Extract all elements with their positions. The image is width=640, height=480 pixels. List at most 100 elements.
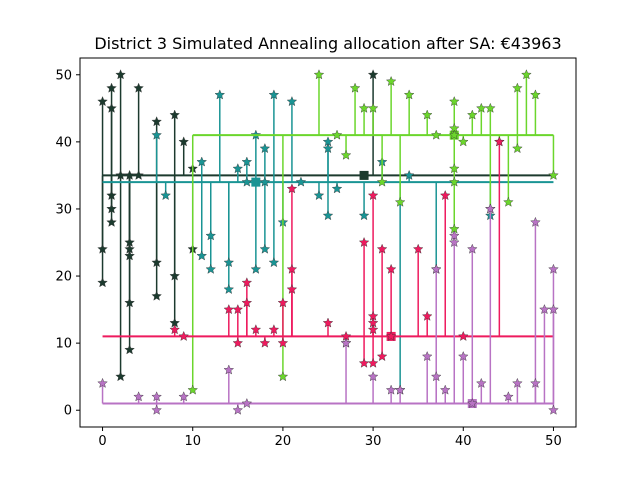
x-tick-label: 40 [455, 434, 472, 449]
data-point [376, 243, 388, 254]
data-point [268, 324, 280, 335]
data-point [412, 243, 424, 254]
data-point [512, 143, 523, 154]
data-point [259, 337, 271, 348]
data-point [241, 156, 253, 167]
data-point [151, 116, 162, 127]
data-point [530, 216, 541, 227]
data-point [485, 102, 496, 113]
data-point [106, 190, 117, 201]
data-point [241, 277, 253, 288]
data-point [421, 351, 433, 362]
data-point [115, 69, 126, 80]
x-tick-label: 30 [365, 434, 382, 449]
data-point [259, 176, 271, 187]
data-point [106, 203, 117, 214]
data-point [448, 176, 460, 187]
data-point [232, 337, 244, 348]
series-3 [187, 69, 559, 395]
data-point [115, 169, 126, 180]
data-point [124, 297, 135, 308]
data-point [223, 283, 235, 294]
data-point [196, 250, 208, 261]
data-point [548, 404, 559, 415]
data-point [548, 263, 559, 274]
data-point [476, 377, 487, 388]
data-point [394, 196, 406, 207]
data-point [322, 210, 334, 221]
y-tick-label: 20 [55, 270, 72, 285]
data-point [133, 169, 144, 180]
data-point [286, 283, 298, 294]
data-point [403, 169, 415, 180]
data-point [358, 357, 370, 368]
data-point [385, 384, 397, 395]
data-point [503, 391, 514, 402]
data-point [241, 297, 253, 308]
chart-title: District 3 Simulated Annealing allocatio… [94, 34, 561, 53]
data-point [331, 183, 343, 194]
data-point [476, 102, 487, 113]
data-point [421, 310, 433, 321]
data-point [340, 337, 352, 348]
data-point [385, 330, 397, 341]
data-point [548, 169, 559, 180]
y-tick-label: 50 [55, 68, 72, 83]
data-point [115, 371, 126, 382]
data-point [232, 404, 244, 415]
data-point [494, 136, 505, 147]
data-point [467, 397, 478, 408]
data-point [448, 236, 460, 247]
y-axis: 0 10 20 30 40 50 [55, 68, 80, 419]
data-point [385, 75, 397, 86]
data-point [250, 263, 262, 274]
data-point [124, 169, 135, 180]
data-point [169, 270, 180, 281]
data-point [151, 290, 162, 301]
data-point [124, 250, 135, 261]
data-point [367, 357, 379, 368]
x-tick-label: 20 [275, 434, 292, 449]
x-tick-label: 50 [545, 434, 562, 449]
data-point [277, 297, 289, 308]
data-point [133, 391, 144, 402]
hub-marker [251, 177, 261, 187]
data-point [430, 371, 442, 382]
data-point [259, 143, 271, 154]
data-point [358, 102, 370, 113]
x-tick-label: 10 [184, 434, 201, 449]
data-point [106, 216, 117, 227]
data-point [403, 89, 415, 100]
data-point [268, 257, 280, 268]
data-point [106, 82, 117, 93]
data-point [259, 243, 271, 254]
data-point [548, 304, 559, 315]
data-point [322, 143, 334, 154]
data-point [268, 89, 280, 100]
data-point [430, 129, 442, 140]
data-point [322, 317, 334, 328]
data-point [458, 136, 469, 147]
data-point [241, 397, 253, 408]
data-point [178, 136, 189, 147]
y-tick-label: 10 [55, 337, 72, 352]
data-point [106, 102, 117, 113]
data-point [133, 82, 144, 93]
plot-frame [79, 57, 577, 428]
data-point [439, 190, 451, 201]
data-point [458, 351, 469, 362]
data-point [151, 129, 162, 140]
data-point [97, 377, 108, 388]
y-tick-label: 40 [55, 135, 72, 150]
data-point [223, 257, 235, 268]
hub-marker [359, 170, 369, 180]
data-point [448, 96, 460, 107]
data-point [530, 377, 541, 388]
data-point [448, 230, 460, 241]
data-point [485, 203, 496, 214]
data-point [421, 109, 433, 120]
data-point [512, 82, 523, 93]
series-4 [102, 136, 554, 368]
data-point [151, 391, 162, 402]
